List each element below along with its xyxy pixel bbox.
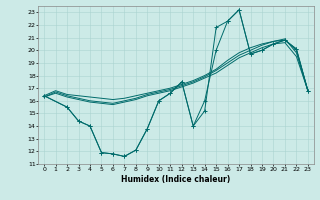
X-axis label: Humidex (Indice chaleur): Humidex (Indice chaleur): [121, 175, 231, 184]
